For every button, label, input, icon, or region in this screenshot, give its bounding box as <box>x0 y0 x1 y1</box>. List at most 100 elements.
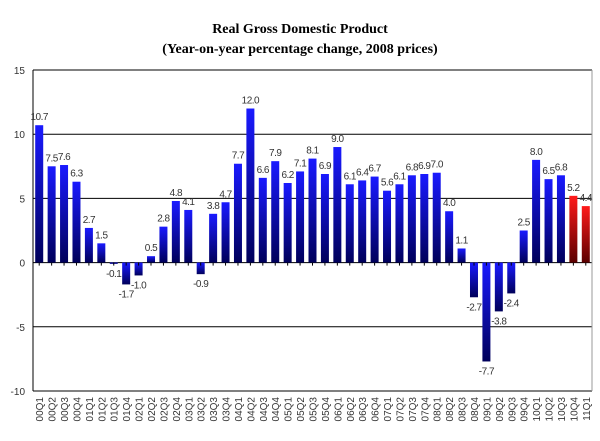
bar-10Q2 <box>544 179 553 263</box>
data-label-01Q1: 2.7 <box>83 215 96 226</box>
data-label-00Q4: 6.3 <box>70 169 83 180</box>
y-tick-label: 0 <box>19 259 25 270</box>
bar-08Q2 <box>445 211 454 263</box>
data-label-03Q4: 4.7 <box>219 189 232 200</box>
x-tick-label: 03Q4 <box>222 397 233 422</box>
bar-08Q1 <box>432 172 441 263</box>
data-label-03Q2: -0.9 <box>193 279 209 290</box>
bar-07Q4 <box>420 174 429 263</box>
bar-03Q3 <box>209 213 218 263</box>
x-tick-label: 10Q3 <box>557 397 568 422</box>
data-label-08Q1: 7.0 <box>431 160 444 171</box>
data-label-06Q3: 6.4 <box>356 167 369 178</box>
x-tick-label: 02Q1 <box>135 397 146 422</box>
data-label-09Q1: -7.7 <box>479 366 495 377</box>
x-tick-label: 00Q3 <box>60 397 71 422</box>
bar-06Q3 <box>358 180 367 263</box>
x-tick-label: 05Q4 <box>321 397 332 422</box>
bar-06Q4 <box>370 176 379 263</box>
x-tick-label: 07Q2 <box>395 397 406 422</box>
data-label-10Q2: 6.5 <box>542 166 555 177</box>
x-tick-label: 06Q4 <box>371 397 382 422</box>
y-tick-label: 5 <box>19 194 25 205</box>
x-tick-label: 02Q4 <box>172 397 183 422</box>
x-tick-label: 07Q4 <box>420 397 431 422</box>
x-tick-label: 04Q2 <box>246 397 257 422</box>
data-label-00Q3: 7.6 <box>58 152 71 163</box>
data-label-08Q3: 1.1 <box>455 235 468 246</box>
data-label-04Q3: 6.6 <box>257 165 270 176</box>
bar-00Q2 <box>47 166 56 263</box>
data-label-07Q2: 6.1 <box>393 171 406 182</box>
x-tick-label: 10Q1 <box>532 397 543 422</box>
data-label-05Q3: 8.1 <box>306 146 319 157</box>
x-tick-label: 01Q2 <box>97 397 108 422</box>
bar-03Q1 <box>184 209 193 263</box>
bar-06Q2 <box>345 184 354 263</box>
x-tick-label: 09Q4 <box>520 397 531 422</box>
bar-03Q4 <box>221 202 230 263</box>
x-tick-label: 10Q4 <box>569 397 580 422</box>
bar-02Q1 <box>134 262 143 276</box>
data-label-09Q3: -2.4 <box>504 298 520 309</box>
bar-11Q1 <box>581 206 590 263</box>
bar-02Q2 <box>147 256 156 263</box>
x-tick-label: 05Q3 <box>309 397 320 422</box>
data-label-11Q1: 4.4 <box>580 193 593 204</box>
bar-02Q3 <box>159 226 168 263</box>
x-tick-label: 09Q3 <box>507 397 518 422</box>
bar-07Q1 <box>383 190 392 263</box>
x-tick-label: 08Q3 <box>458 397 469 422</box>
data-label-05Q2: 7.1 <box>294 158 307 169</box>
data-label-06Q1: 9.0 <box>331 134 344 145</box>
x-tick-label: 10Q2 <box>545 397 556 422</box>
x-tick-label: 08Q4 <box>470 397 481 422</box>
data-label-01Q3: -0.1 <box>106 269 122 280</box>
x-tick-label: 05Q2 <box>296 397 307 422</box>
bar-01Q2 <box>97 243 106 263</box>
x-tick-label: 04Q4 <box>271 397 282 422</box>
x-tick-label: 03Q1 <box>184 397 195 422</box>
x-tick-label: 05Q1 <box>284 397 295 422</box>
x-tick-label: 08Q2 <box>445 397 456 422</box>
chart-title: Real Gross Domestic Product <box>212 22 388 37</box>
bar-09Q4 <box>519 230 528 263</box>
bar-10Q1 <box>532 159 541 263</box>
x-tick-label: 09Q1 <box>482 397 493 422</box>
bar-00Q3 <box>60 165 69 263</box>
x-tick-label: 03Q2 <box>197 397 208 422</box>
y-tick-label: -5 <box>16 323 25 334</box>
data-label-03Q3: 3.8 <box>207 201 220 212</box>
bar-09Q2 <box>494 262 503 312</box>
data-label-07Q3: 6.8 <box>406 162 419 173</box>
x-tick-label: 01Q1 <box>85 397 96 422</box>
y-tick-label: 15 <box>14 66 26 77</box>
bar-04Q4 <box>271 161 280 263</box>
data-label-05Q1: 6.2 <box>281 170 294 181</box>
bar-02Q4 <box>171 200 180 263</box>
data-label-04Q4: 7.9 <box>269 148 282 159</box>
x-tick-label: 07Q3 <box>408 397 419 422</box>
y-tick-label: 10 <box>14 130 26 141</box>
bar-04Q2 <box>246 108 255 263</box>
bar-10Q3 <box>556 175 565 263</box>
x-tick-label: 09Q2 <box>495 397 506 422</box>
x-tick-label: 11Q1 <box>582 397 593 421</box>
data-label-01Q4: -1.7 <box>119 289 135 300</box>
bar-07Q3 <box>407 175 416 263</box>
data-label-00Q1: 10.7 <box>30 112 48 123</box>
data-label-07Q4: 6.9 <box>418 161 431 172</box>
data-label-01Q2: 1.5 <box>95 230 108 241</box>
bar-05Q1 <box>283 182 292 263</box>
x-tick-label: 01Q3 <box>110 397 121 422</box>
bar-06Q1 <box>333 147 342 263</box>
data-label-09Q2: -3.8 <box>491 316 507 327</box>
x-tick-label: 02Q3 <box>159 397 170 422</box>
bar-05Q4 <box>320 174 329 263</box>
data-label-06Q2: 6.1 <box>344 171 357 182</box>
data-label-07Q1: 5.6 <box>381 178 394 189</box>
bar-07Q2 <box>395 184 404 263</box>
data-label-02Q3: 2.8 <box>157 214 170 225</box>
bar-00Q4 <box>72 181 81 263</box>
